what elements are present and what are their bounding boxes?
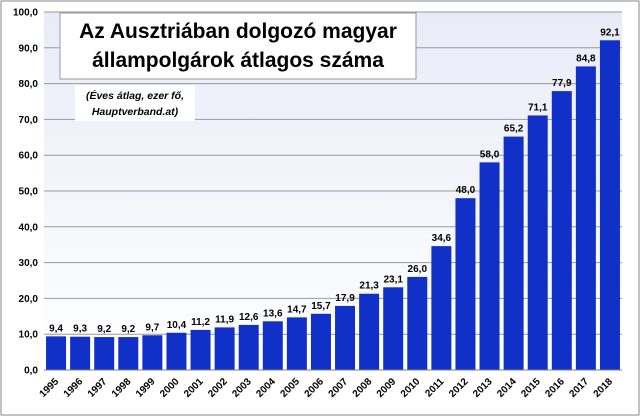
bar — [46, 336, 67, 370]
bar — [286, 317, 307, 370]
y-tick-label: 40,0 — [19, 222, 39, 233]
bar — [407, 276, 428, 370]
y-tick-label: 0,0 — [24, 366, 38, 377]
bar-value-label: 11,9 — [215, 314, 234, 325]
y-tick-label: 20,0 — [19, 294, 39, 305]
annotation-box-frame — [75, 85, 195, 121]
y-tick-label: 80,0 — [19, 79, 39, 90]
bar-value-label: 26,0 — [408, 264, 428, 275]
y-tick-label: 90,0 — [19, 43, 39, 54]
y-axis-ticks: 0,0 10,0 20,0 30,0 40,0 50,0 60,0 70,0 80,0 90,0 1… — [13, 8, 38, 377]
bar — [118, 337, 139, 370]
y-tick-label: 10,0 — [19, 330, 39, 341]
bar — [310, 313, 331, 370]
bar — [551, 91, 572, 371]
bar-value-label: 23,1 — [383, 274, 403, 285]
bar — [431, 246, 452, 370]
bar-value-label: 65,2 — [504, 124, 524, 135]
bar — [262, 321, 283, 370]
bar-value-label: 9,7 — [145, 322, 159, 333]
bar — [94, 337, 115, 370]
chart-title-line-1: Az Ausztriában dolgozó magyar — [79, 20, 397, 43]
bar-value-label: 92,1 — [600, 27, 620, 38]
bar — [503, 136, 524, 370]
y-tick-label: 70,0 — [19, 115, 39, 126]
y-tick-label: 50,0 — [19, 187, 39, 198]
bar — [479, 162, 500, 370]
bar — [70, 336, 91, 370]
bar-value-label: 77,9 — [552, 78, 572, 89]
bar — [335, 305, 356, 370]
bar — [359, 293, 380, 370]
bar-value-label: 9,2 — [121, 324, 135, 335]
bar-value-label: 17,9 — [335, 293, 355, 304]
bar-value-label: 48,0 — [456, 185, 476, 196]
annotation-box: (Éves átlag, ezer fő, Hauptverband.at) — [75, 85, 195, 121]
bar — [190, 329, 211, 370]
bar-value-label: 9,4 — [49, 323, 63, 334]
bar — [455, 198, 476, 370]
bars — [46, 40, 620, 371]
bar — [599, 40, 620, 370]
bar — [383, 287, 404, 370]
y-tick-label: 60,0 — [19, 151, 39, 162]
bar-value-label: 13,6 — [263, 308, 283, 319]
bar — [142, 335, 163, 370]
y-tick-label: 100,0 — [13, 8, 38, 19]
bar-value-label: 58,0 — [480, 149, 500, 160]
bar — [527, 115, 548, 370]
bar — [238, 324, 259, 370]
title-box-frame — [59, 12, 417, 80]
bar-value-labels: 9,4 9,3 9,2 9,2 9,7 10,4 11,2 11,9 12,6 13,6 14,7 1… — [49, 27, 620, 335]
title-box: Az Ausztriában dolgozó magyar állampolgá… — [59, 12, 417, 80]
annotation-line-2: Hauptverband.at) — [92, 106, 179, 118]
bar-value-label: 84,8 — [576, 53, 596, 64]
chart-title-line-2: állampolgárok átlagos száma — [92, 49, 384, 72]
bar-value-label: 10,4 — [167, 320, 187, 331]
bar-value-label: 12,6 — [239, 312, 259, 323]
bar-value-label: 21,3 — [359, 281, 379, 292]
y-tick-label: 30,0 — [19, 258, 39, 269]
bar-value-label: 11,2 — [191, 317, 210, 328]
bar — [575, 66, 596, 370]
bar — [166, 332, 187, 370]
annotation-line-1: (Éves átlag, ezer fő, — [86, 89, 184, 102]
bar-value-label: 14,7 — [287, 304, 307, 315]
bar-value-label: 9,3 — [73, 324, 87, 335]
bar-value-label: 15,7 — [311, 301, 331, 312]
bar — [214, 327, 235, 370]
bar-value-label: 34,6 — [432, 233, 452, 244]
bar-value-label: 71,1 — [528, 102, 548, 113]
bar-value-label: 9,2 — [97, 324, 111, 335]
